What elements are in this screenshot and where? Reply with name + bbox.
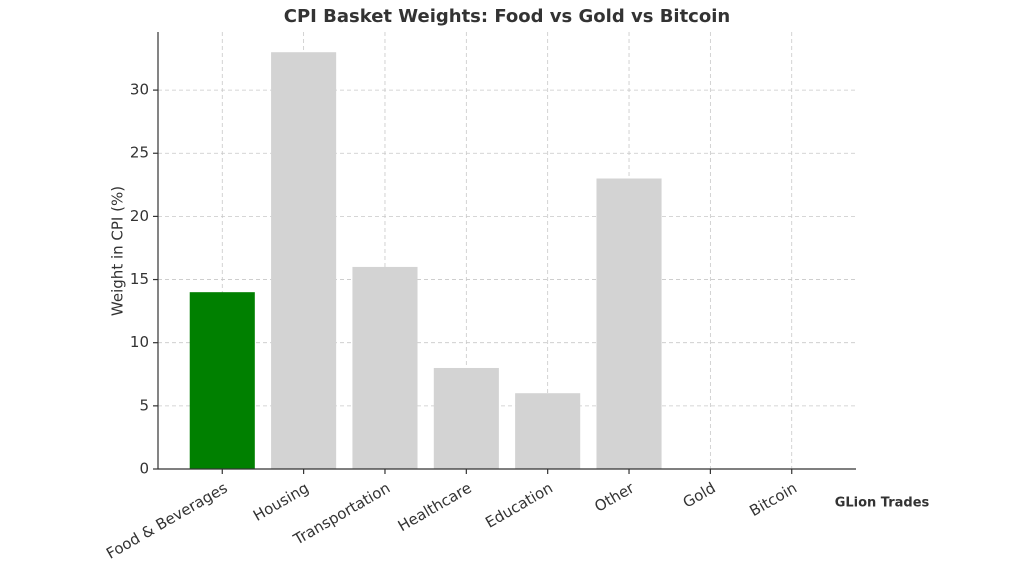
bar — [433, 367, 499, 469]
x-tick-label: Bitcoin — [746, 479, 800, 520]
chart-title: CPI Basket Weights: Food vs Gold vs Bitc… — [284, 6, 730, 27]
y-tick-label: 30 — [130, 81, 149, 99]
annotation: GLion Trades — [835, 496, 930, 511]
x-tick-label: Food & Beverages — [103, 479, 231, 563]
x-tick-label: Education — [482, 479, 556, 532]
x-tick-label: Gold — [680, 479, 719, 512]
y-tick-label: 0 — [139, 460, 149, 478]
bar — [515, 393, 581, 469]
y-tick-label: 20 — [130, 207, 149, 225]
x-tick-label: Housing — [250, 479, 312, 525]
y-tick-label: 10 — [130, 333, 149, 351]
bar — [352, 266, 418, 469]
y-axis-label: Weight in CPI (%) — [109, 186, 127, 316]
y-tick-label: 15 — [130, 270, 149, 288]
x-tick-label: Healthcare — [395, 479, 475, 535]
y-tick-label: 25 — [130, 144, 149, 162]
x-tick-label: Other — [591, 478, 638, 515]
bar — [189, 292, 255, 469]
y-tick-label: 5 — [139, 396, 149, 414]
bar — [271, 52, 337, 469]
bar — [596, 178, 662, 469]
